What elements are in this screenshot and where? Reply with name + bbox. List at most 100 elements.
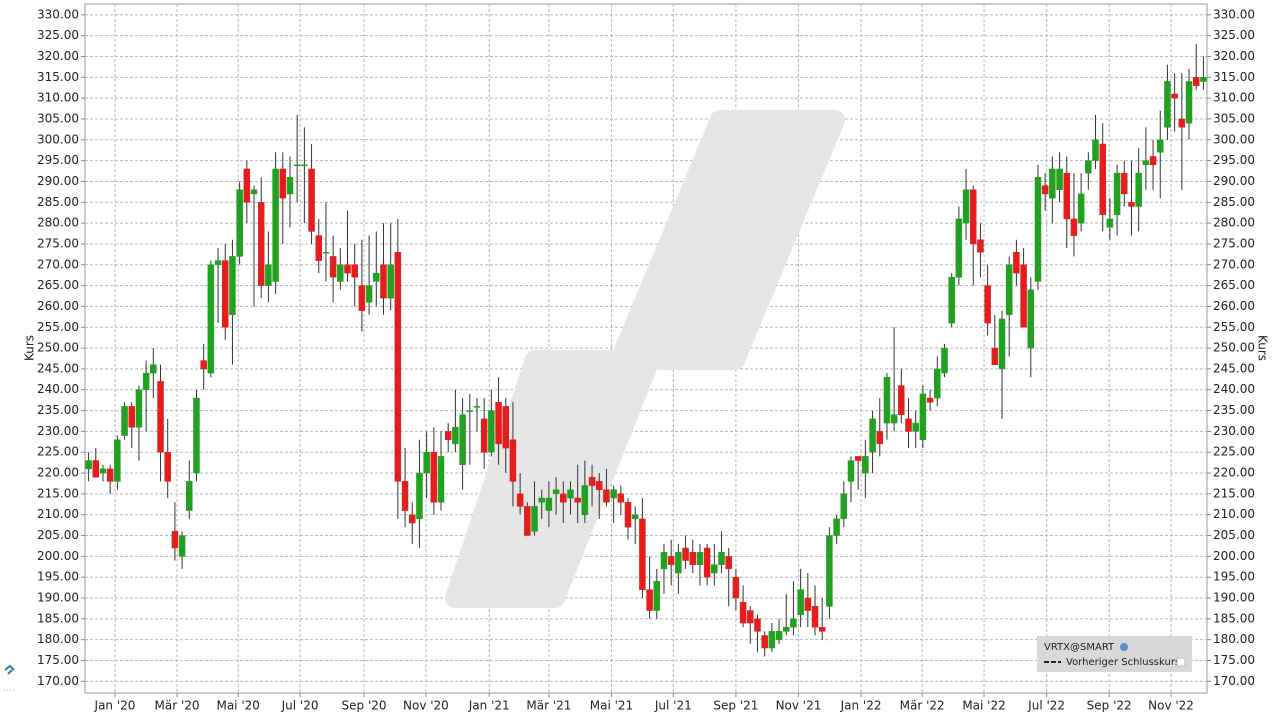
y-tick-label-right: 200.00 bbox=[1213, 549, 1255, 563]
candle-body bbox=[725, 556, 732, 570]
candle-body bbox=[452, 426, 459, 445]
candle-body bbox=[1113, 172, 1121, 216]
x-tick-label: Jul '22 bbox=[1027, 699, 1065, 713]
candle-body bbox=[970, 189, 977, 245]
y-tick-label-right: 195.00 bbox=[1213, 570, 1255, 584]
y-tick-label-right: 330.00 bbox=[1213, 7, 1255, 21]
candle-body bbox=[1092, 139, 1099, 161]
candle-body bbox=[883, 376, 891, 424]
candle-body bbox=[1185, 81, 1193, 124]
candle-body bbox=[516, 493, 524, 507]
candle-body bbox=[128, 406, 135, 428]
y-tick-label: 270.00 bbox=[37, 257, 79, 271]
candle-body bbox=[164, 451, 171, 482]
y-axis-label: Kurs bbox=[23, 335, 37, 361]
x-tick-label: Jul '20 bbox=[281, 699, 319, 713]
candles bbox=[85, 43, 1207, 657]
x-tick-label: Sep '21 bbox=[713, 699, 758, 713]
candle-body bbox=[157, 381, 164, 453]
candle-body bbox=[797, 589, 804, 615]
candle-body bbox=[1034, 177, 1042, 282]
candle-body bbox=[840, 493, 848, 520]
candle-body bbox=[365, 285, 373, 303]
candle-body bbox=[322, 252, 330, 254]
x-tick-label: Jan '22 bbox=[840, 699, 882, 713]
candle-body bbox=[567, 489, 574, 499]
y-tick-label: 250.00 bbox=[37, 341, 79, 355]
candle-body bbox=[1157, 139, 1164, 153]
y-tick-label-right: 185.00 bbox=[1213, 611, 1255, 625]
y-tick-label: 325.00 bbox=[37, 28, 79, 42]
candle-body bbox=[898, 385, 905, 415]
candle-body bbox=[919, 393, 927, 440]
candle-body bbox=[934, 368, 941, 399]
candle-body bbox=[761, 635, 768, 649]
x-tick-label: Nov '22 bbox=[1148, 699, 1194, 713]
y-tick-label-right: 280.00 bbox=[1213, 216, 1255, 230]
x-tick-label: Jan '21 bbox=[468, 699, 510, 713]
candle-body bbox=[387, 264, 394, 299]
candle-body bbox=[495, 401, 502, 445]
x-tick-label: Mär '20 bbox=[155, 699, 200, 713]
candle-body bbox=[667, 556, 675, 565]
y-tick-label-right: 250.00 bbox=[1213, 341, 1255, 355]
candle-body bbox=[948, 277, 955, 324]
candle-body bbox=[869, 418, 876, 453]
candle-body bbox=[286, 177, 294, 195]
y-tick-label-right: 215.00 bbox=[1213, 486, 1255, 500]
y-tick-label: 240.00 bbox=[37, 382, 79, 396]
candle-body bbox=[926, 397, 934, 403]
y-tick-label: 190.00 bbox=[37, 591, 79, 605]
candle-body bbox=[106, 468, 114, 482]
y-tick-label-right: 220.00 bbox=[1213, 466, 1255, 480]
y-tick-label-right: 235.00 bbox=[1213, 403, 1255, 417]
x-tick-label: Jan '20 bbox=[94, 699, 136, 713]
candle-body bbox=[646, 589, 653, 611]
candle-body bbox=[1027, 289, 1035, 349]
y-tick-label-right: 205.00 bbox=[1213, 528, 1255, 542]
candle-body bbox=[150, 364, 157, 374]
candle-body bbox=[380, 264, 387, 299]
x-tick-label: Sep '22 bbox=[1087, 699, 1132, 713]
x-tick-label: Jul '21 bbox=[654, 699, 692, 713]
y-tick-label-right: 175.00 bbox=[1213, 653, 1255, 667]
candle-body bbox=[1070, 218, 1078, 236]
candle-body bbox=[344, 264, 351, 274]
candle-body bbox=[703, 547, 711, 578]
candle-body bbox=[1013, 252, 1020, 274]
candle-body bbox=[847, 460, 855, 482]
y-tick-label-right: 290.00 bbox=[1213, 174, 1255, 188]
candle-body bbox=[560, 493, 567, 503]
y-tick-label-right: 225.00 bbox=[1213, 445, 1255, 459]
candle-body bbox=[545, 497, 553, 511]
y-tick-label: 280.00 bbox=[37, 216, 79, 230]
candle-body bbox=[509, 439, 517, 482]
candle-body bbox=[524, 506, 531, 536]
candle-body bbox=[624, 501, 632, 528]
candle-body bbox=[358, 285, 366, 311]
candle-body bbox=[1005, 264, 1013, 316]
legend-checkbox[interactable] bbox=[1176, 657, 1186, 667]
candle-body bbox=[243, 168, 251, 203]
candle-body bbox=[1085, 160, 1092, 174]
candle-body bbox=[99, 468, 107, 474]
candle-body bbox=[588, 476, 596, 486]
candle-body bbox=[214, 260, 222, 266]
candle-body bbox=[631, 514, 639, 520]
candle-body bbox=[480, 418, 488, 453]
legend-label: Vorheriger Schlusskurs bbox=[1066, 657, 1180, 668]
y-tick-label: 295.00 bbox=[37, 153, 79, 167]
candle-body bbox=[171, 531, 179, 549]
y-tick-label-right: 275.00 bbox=[1213, 236, 1255, 250]
y-tick-label-right: 325.00 bbox=[1213, 28, 1255, 42]
x-tick-label: Sep '20 bbox=[342, 699, 387, 713]
legend-icon bbox=[1120, 643, 1128, 651]
x-tick-label: Mär '21 bbox=[526, 699, 571, 713]
candle-body bbox=[193, 397, 200, 474]
candle-body bbox=[1200, 77, 1207, 82]
y-tick-label: 180.00 bbox=[37, 632, 79, 646]
candle-body bbox=[804, 597, 812, 611]
y-tick-label: 200.00 bbox=[37, 549, 79, 563]
candle-body bbox=[1041, 185, 1049, 195]
